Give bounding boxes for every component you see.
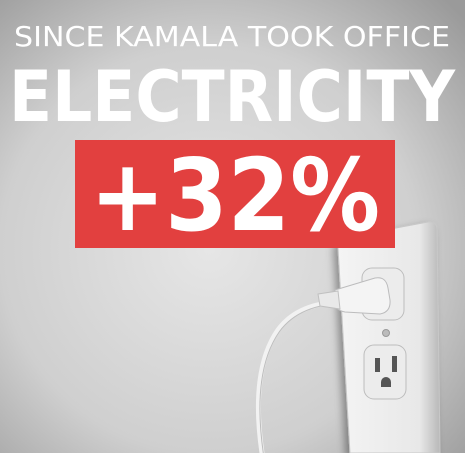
title: ELECTRICITY: [9, 56, 456, 138]
graphic: SINCE KAMALA TOOK OFFICE ELECTRICITY +32…: [0, 0, 465, 453]
subtitle: SINCE KAMALA TOOK OFFICE: [14, 20, 450, 53]
badge-text: +32%: [90, 137, 380, 254]
outlet: [338, 222, 440, 453]
